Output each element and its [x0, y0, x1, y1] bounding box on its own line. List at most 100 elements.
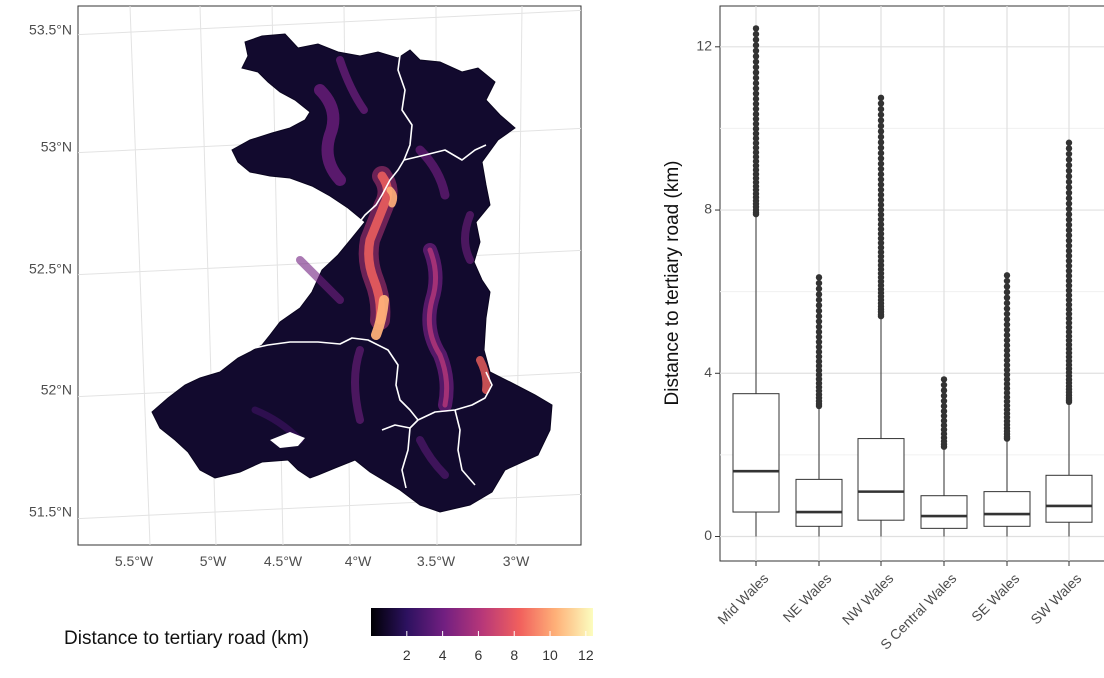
outlier-point	[752, 69, 760, 76]
outlier-point	[752, 25, 760, 32]
map-panel: 53.5°N 53°N 52.5°N 52°N 51.5°N 5.5°W 5°W…	[29, 5, 594, 663]
outlier-point	[1065, 189, 1073, 197]
outlier-point	[1003, 347, 1011, 354]
x-tick-label: SE Wales	[968, 570, 1022, 624]
outlier-point	[1065, 150, 1073, 158]
iqr-box	[983, 491, 1031, 527]
outlier-point	[877, 239, 885, 247]
y-tick-label: 8	[704, 201, 712, 217]
outlier-point	[877, 139, 885, 146]
outlier-point	[877, 248, 885, 256]
boxplot-y-axis: 0 4 8 12	[696, 38, 720, 543]
outlier-point	[877, 230, 885, 238]
outlier-point	[752, 90, 760, 97]
iqr-box	[795, 478, 843, 527]
map-y-axis: 53.5°N 53°N 52.5°N 52°N 51.5°N	[29, 22, 72, 520]
outlier-point	[1003, 361, 1011, 369]
outlier-point	[1065, 167, 1073, 175]
box-nw-wales	[857, 94, 905, 537]
outlier-point	[1065, 272, 1073, 280]
map-y-tick-label: 52°N	[41, 382, 72, 398]
outlier-point	[752, 135, 760, 142]
outlier-point	[877, 211, 885, 218]
outlier-point	[877, 176, 885, 183]
outlier-point	[1065, 315, 1073, 322]
y-tick-label: 0	[704, 527, 712, 543]
outlier-point	[1003, 305, 1011, 312]
y-tick-label: 4	[704, 364, 712, 380]
outlier-point	[1065, 162, 1073, 169]
outlier-point	[940, 402, 948, 410]
map-x-axis: 5.5°W 5°W 4.5°W 4°W 3.5°W 3°W	[115, 553, 530, 569]
outlier-point	[815, 367, 823, 374]
outlier-point	[1003, 283, 1011, 290]
iqr-box	[732, 393, 780, 513]
outlier-point	[752, 36, 760, 43]
outlier-point	[1003, 357, 1011, 364]
outlier-point	[877, 221, 885, 228]
outlier-point	[752, 63, 760, 71]
outlier-point	[1003, 299, 1011, 307]
outlier-point	[752, 85, 760, 92]
outlier-point	[1065, 232, 1073, 239]
map-y-tick-label: 53°N	[41, 139, 72, 155]
legend-tick-label: 2	[403, 647, 411, 663]
outlier-point	[1065, 328, 1073, 336]
outlier-point	[752, 130, 760, 137]
outlier-point	[752, 158, 760, 165]
outlier-point	[1003, 385, 1011, 392]
outlier-point	[1003, 366, 1011, 374]
legend-tick-label: 8	[510, 647, 518, 663]
map-x-tick-label: 3.5°W	[417, 553, 456, 569]
outlier-point	[815, 279, 823, 287]
outlier-point	[815, 371, 823, 379]
map-x-tick-label: 4°W	[345, 553, 372, 569]
outlier-point	[1065, 252, 1073, 260]
outlier-point	[1065, 247, 1073, 255]
outlier-point	[815, 307, 823, 315]
legend-tick-label: 12	[578, 647, 594, 663]
outlier-point	[877, 111, 885, 118]
distance-highlights	[251, 56, 491, 479]
outlier-point	[752, 53, 760, 60]
outlier-point	[1065, 237, 1073, 244]
outlier-point	[877, 128, 885, 135]
outlier-point	[877, 105, 885, 113]
map-y-tick-label: 51.5°N	[29, 504, 72, 520]
box-se-wales	[983, 272, 1031, 537]
outlier-point	[1065, 156, 1073, 163]
outlier-point	[752, 105, 760, 113]
outlier-point	[752, 139, 760, 147]
outlier-point	[1065, 184, 1073, 191]
boxplot-marks	[732, 25, 1093, 537]
iqr-box	[920, 495, 968, 529]
outlier-point	[877, 216, 885, 223]
x-tick-label: NE Wales	[780, 570, 835, 625]
outlier-point	[1003, 331, 1011, 339]
outlier-point	[940, 397, 948, 405]
legend-tick-label: 6	[475, 647, 483, 663]
map-x-tick-label: 5°W	[200, 553, 227, 569]
outlier-point	[1065, 319, 1073, 327]
outlier-point	[815, 302, 823, 309]
outlier-point	[815, 285, 823, 292]
outlier-point	[752, 74, 760, 82]
outlier-point	[1065, 173, 1073, 180]
legend-title: Distance to tertiary road (km)	[64, 628, 309, 649]
outlier-point	[940, 422, 948, 429]
outlier-point	[940, 417, 948, 424]
outlier-point	[1003, 277, 1011, 285]
outlier-point	[877, 186, 885, 193]
iqr-box	[857, 438, 905, 521]
wales-raster	[151, 33, 553, 513]
box-sw-wales	[1045, 139, 1093, 537]
outlier-point	[752, 115, 760, 123]
outlier-point	[877, 235, 885, 242]
y-tick-label: 12	[696, 38, 712, 54]
outlier-point	[1065, 292, 1073, 299]
outlier-point	[1065, 139, 1073, 146]
outlier-point	[752, 110, 760, 118]
outlier-point	[815, 313, 823, 320]
outlier-point	[1065, 287, 1073, 294]
